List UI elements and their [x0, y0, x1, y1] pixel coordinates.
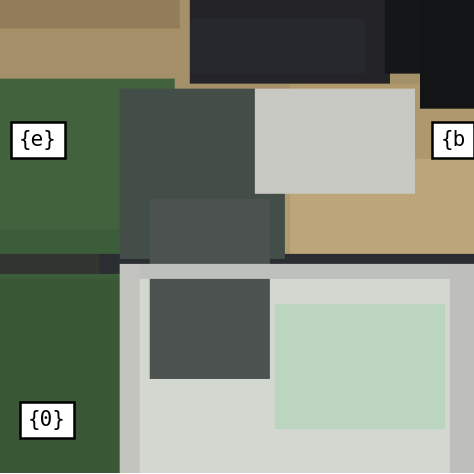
Text: {0}: {0} [28, 410, 66, 430]
Text: {b: {b [440, 130, 465, 150]
Text: {e}: {e} [19, 130, 57, 150]
